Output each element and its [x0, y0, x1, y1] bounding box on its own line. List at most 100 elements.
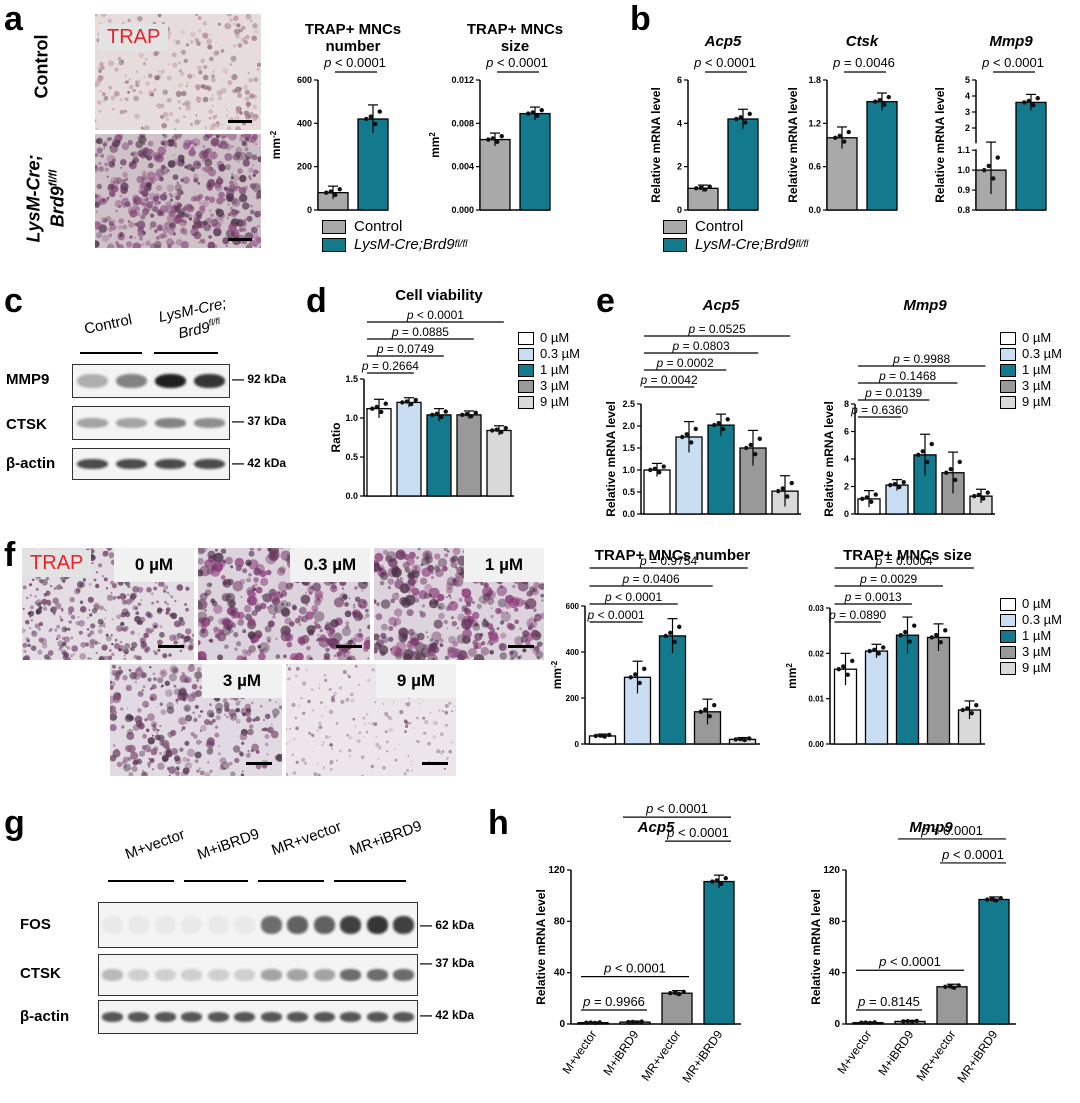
y-tick-label: 1.2: [808, 118, 821, 128]
data-point: [637, 680, 642, 686]
data-point: [867, 648, 872, 654]
scale-bar: [336, 645, 362, 648]
legend-a: Control LysM-Cre;Brd9 fl/fl: [322, 218, 467, 254]
blot-band: [366, 1012, 388, 1022]
data-point: [960, 707, 965, 713]
lane-label-mr-ibrd9: MR+iBRD9: [347, 817, 425, 860]
legend-entry: 0 µM: [1000, 596, 1062, 612]
data-point: [972, 493, 977, 499]
data-point: [785, 494, 790, 499]
legend-swatch: [1000, 363, 1016, 377]
blot-band: [313, 916, 335, 934]
blot-band: [393, 969, 415, 981]
dose-caption: 0 µM: [114, 548, 194, 582]
legend-b: Control LysM-Cre;Brd9 fl/fl: [663, 218, 808, 254]
lane-label-control: Control: [82, 311, 134, 338]
data-point: [747, 736, 752, 741]
data-point: [837, 133, 842, 139]
x-tick-label: MR+vector: [914, 1028, 959, 1084]
data-point: [712, 702, 717, 708]
y-axis-label: Relative mRNA level: [809, 889, 823, 1005]
data-point: [689, 440, 694, 445]
blot-band: [260, 1012, 282, 1022]
blot-label-fos: FOS: [20, 916, 51, 933]
data-point: [526, 111, 531, 116]
legend-swatch: [1000, 613, 1016, 627]
data-point: [661, 464, 666, 469]
y-tick-label: 0.0: [622, 509, 635, 519]
data-point: [635, 1020, 640, 1025]
data-point: [535, 113, 540, 119]
legend-entry: 0 µM: [518, 330, 580, 346]
data-point: [443, 409, 448, 414]
x-tick-label: M+vector: [559, 1028, 599, 1077]
blot-band: [193, 418, 226, 428]
p-value-label: p = 0.0002: [656, 356, 714, 370]
data-point: [845, 672, 850, 677]
y-tick-label: 600: [566, 602, 580, 611]
data-point: [698, 185, 703, 190]
legend-swatch: [1000, 347, 1016, 361]
data-point: [903, 629, 908, 635]
data-point: [869, 499, 874, 504]
data-point: [836, 667, 841, 672]
data-point: [938, 640, 943, 645]
blot-band: [366, 969, 388, 981]
y-tick-label: 2.0: [622, 421, 635, 431]
legend-entry: 0.3 µM: [1000, 346, 1062, 362]
blot-band: [287, 916, 309, 934]
y-tick-label: 1.5: [345, 374, 358, 384]
data-point: [901, 1019, 906, 1024]
data-point: [886, 94, 891, 100]
legend-swatch: [518, 363, 534, 377]
lane-group-line: [258, 880, 324, 882]
y-tick-label: 40: [829, 968, 841, 979]
p-value-label: p = 0.0885: [391, 325, 449, 339]
data-point: [672, 639, 677, 645]
p-value-label: p < 0.0001: [323, 55, 386, 70]
data-point: [703, 707, 708, 712]
data-point: [859, 1020, 864, 1025]
y-axis-label: mm-2: [550, 660, 565, 689]
p-value-label: p = 0.0525: [688, 322, 746, 336]
legend-label: 1 µM: [1022, 362, 1052, 377]
chart-b-ctsk: Ctsk Relative mRNA level 0.0 0.6 1.2 1.8 p = 0…: [786, 33, 898, 215]
data-point: [337, 187, 342, 192]
blot-band: [101, 969, 123, 981]
blot-band: [128, 916, 150, 934]
p-value-label: p < 0.0001: [920, 823, 983, 838]
data-point: [374, 404, 379, 410]
y-tick-label: 4: [844, 454, 849, 464]
data-point: [494, 427, 499, 432]
data-point: [877, 97, 882, 103]
p-value-label: p = 0.9988: [892, 352, 950, 366]
y-tick-label: 0.01: [808, 695, 824, 704]
p-value-label: p < 0.0001: [587, 608, 645, 622]
chart-cell-viability: Cell viability Ratio 0.0 0.5 1.0 1.5p = 0.266…: [329, 287, 514, 501]
bar: [486, 429, 512, 497]
data-point: [716, 420, 721, 426]
chart-title: number: [325, 38, 380, 55]
blot-band: [154, 373, 187, 389]
data-point: [714, 878, 719, 883]
blot-band: [340, 916, 362, 934]
data-point: [364, 116, 369, 122]
data-point: [434, 411, 439, 416]
data-point: [430, 412, 435, 418]
data-point: [907, 639, 912, 644]
data-point: [850, 658, 855, 664]
panel-label-f: f: [4, 536, 16, 574]
legend-label: 9 µM: [1022, 660, 1052, 675]
y-tick-label: 2.5: [622, 399, 635, 409]
data-point: [1031, 103, 1036, 108]
blot-band: [260, 916, 282, 934]
data-point: [593, 1020, 598, 1026]
data-point: [947, 984, 952, 989]
chart-b-acp5: Acp5 Relative mRNA level 0 2 4 6 p < 0.0001: [649, 33, 759, 215]
p-value-label: p < 0.0001: [666, 825, 729, 840]
y-tick-label: 1.0: [622, 465, 635, 475]
scale-bar: [228, 120, 252, 123]
data-point: [469, 414, 474, 419]
data-point: [628, 675, 633, 680]
